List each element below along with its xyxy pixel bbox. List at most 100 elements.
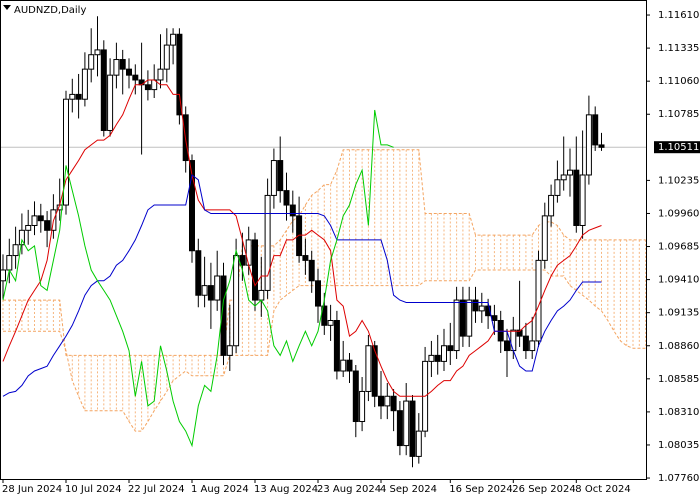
candle-body xyxy=(315,280,321,307)
candle-body xyxy=(214,275,221,301)
candle-body xyxy=(308,259,315,282)
y-tick-label: 1.08585 xyxy=(658,374,699,385)
candle-body xyxy=(63,98,69,206)
candle-body xyxy=(352,370,359,423)
candle-body xyxy=(157,68,164,81)
candle-body xyxy=(0,269,6,282)
candle-body xyxy=(69,93,76,100)
candle-body xyxy=(340,359,347,372)
candle-body xyxy=(6,255,13,271)
candle-body xyxy=(107,74,114,131)
candle-body xyxy=(189,160,195,252)
candle-body xyxy=(132,74,139,81)
candle-body xyxy=(195,250,202,296)
candle-body xyxy=(245,239,252,266)
candle-body xyxy=(252,239,258,301)
candle-body xyxy=(88,54,95,70)
x-tick-label: 8 Oct 2024 xyxy=(575,484,630,495)
chart-title: AUDNZD,Daily xyxy=(14,5,86,16)
y-tick-label: 1.09135 xyxy=(658,308,699,319)
candle-body xyxy=(258,289,265,301)
candle-body xyxy=(592,114,599,146)
y-tick-label: 1.11335 xyxy=(658,43,699,54)
candle-body xyxy=(365,345,372,392)
candle-body xyxy=(220,275,227,356)
candle-body xyxy=(81,68,88,100)
candle-body xyxy=(453,299,460,352)
candle-body xyxy=(415,430,422,457)
candle-body xyxy=(226,345,233,356)
candle-body xyxy=(283,190,290,206)
y-tick-label: 1.10235 xyxy=(658,175,699,186)
candle-body xyxy=(434,354,441,362)
candle-body xyxy=(529,340,536,352)
candle-body xyxy=(384,395,391,407)
candle-body xyxy=(233,255,240,347)
candle-body xyxy=(459,299,466,337)
candle-body xyxy=(447,345,454,352)
y-tick-label: 1.07760 xyxy=(658,473,699,484)
plot-area xyxy=(0,16,647,468)
y-tick-label: 1.09960 xyxy=(658,208,699,219)
candle-body xyxy=(176,33,183,116)
candle-body xyxy=(478,305,485,312)
candle-body xyxy=(239,255,246,266)
candle-body xyxy=(12,244,19,257)
y-tick-label: 1.11610 xyxy=(658,10,699,21)
candle-body xyxy=(585,114,592,176)
candle-body xyxy=(359,390,366,423)
x-tick-label: 26 Sep 2024 xyxy=(512,484,575,495)
candle-body xyxy=(396,410,403,447)
y-tick-label: 1.08035 xyxy=(658,440,699,451)
current-price-box xyxy=(654,141,700,154)
x-tick-label: 28 Jun 2024 xyxy=(2,484,62,495)
candle-body xyxy=(100,49,107,131)
candle-body xyxy=(333,319,340,372)
indicator-line xyxy=(2,109,394,448)
candle-body xyxy=(466,299,473,337)
candle-body xyxy=(504,340,510,352)
candle-body xyxy=(207,285,214,301)
x-tick-label: 16 Sep 2024 xyxy=(449,484,512,495)
y-tick-label: 1.09410 xyxy=(658,275,699,286)
candle-body xyxy=(541,215,548,261)
y-tick-label: 1.08310 xyxy=(658,407,699,418)
candle-body xyxy=(409,400,416,457)
candle-body xyxy=(573,169,580,226)
candle-body xyxy=(472,299,479,312)
candle-body xyxy=(378,395,384,407)
y-tick-label: 1.08860 xyxy=(658,341,699,352)
x-tick-label: 4 Sep 2024 xyxy=(380,484,437,495)
candle-body xyxy=(390,395,397,412)
candle-body xyxy=(113,59,120,76)
y-tick-label: 1.11060 xyxy=(658,76,699,87)
candle-body xyxy=(18,229,25,246)
cloud-boundary xyxy=(3,149,646,356)
plot-frame xyxy=(0,0,647,480)
indicator-line xyxy=(2,174,602,397)
candle-body xyxy=(485,305,492,317)
candle-body xyxy=(37,215,44,222)
candle-body xyxy=(264,194,271,291)
candle-body xyxy=(94,49,101,56)
candle-body xyxy=(554,179,561,196)
candle-body xyxy=(327,319,334,326)
candle-body xyxy=(289,204,296,217)
candle-body xyxy=(497,319,504,342)
candle-body xyxy=(441,345,447,362)
x-tick-label: 10 Jul 2024 xyxy=(65,484,122,495)
candle-body xyxy=(25,224,32,231)
x-tick-label: 13 Aug 2024 xyxy=(254,484,318,495)
current-price-label: 1.10511 xyxy=(658,142,699,153)
candle-body xyxy=(270,160,277,196)
candle-body xyxy=(126,68,132,76)
candle-body xyxy=(144,84,151,91)
candle-body xyxy=(346,359,353,372)
candle-body xyxy=(516,329,523,337)
candle-body xyxy=(560,174,567,181)
candle-body xyxy=(510,329,517,352)
title-icon xyxy=(3,5,11,10)
candle-body xyxy=(522,335,529,352)
candle-body xyxy=(302,255,309,261)
